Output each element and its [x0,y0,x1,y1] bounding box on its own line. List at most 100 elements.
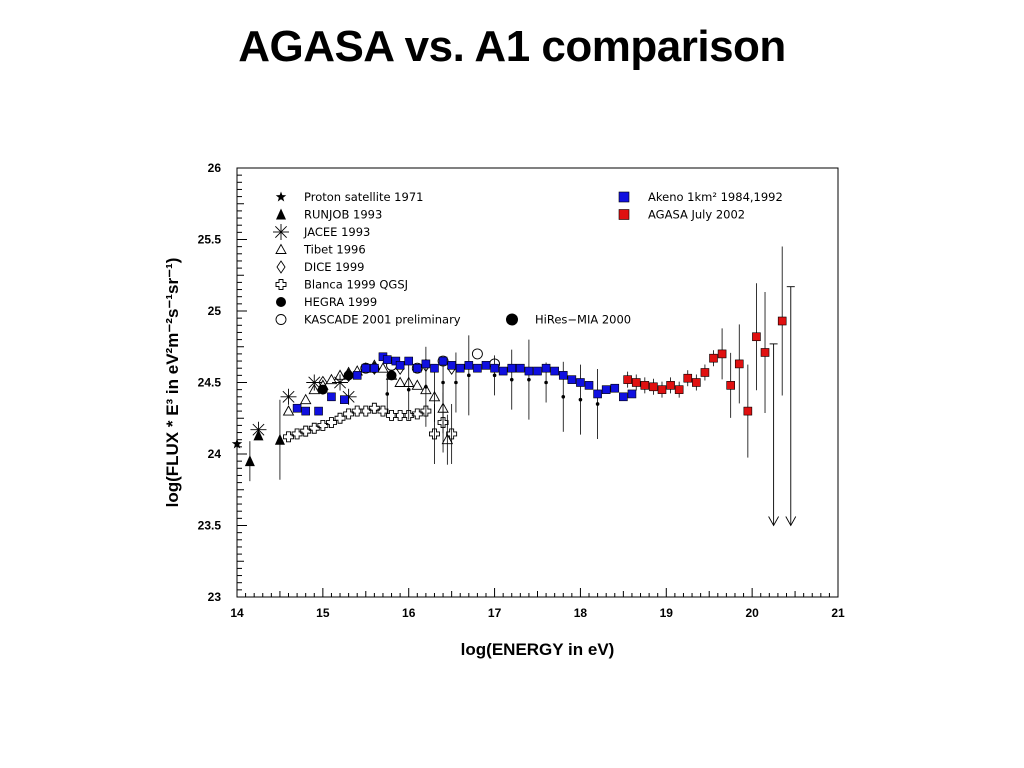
akeno-1km-1984-1992-point [361,363,371,373]
hires-mia-2000-point [595,402,600,406]
x-tick-label: 18 [574,606,588,620]
akeno-1km-1984-1992-point [340,395,349,404]
page-title: AGASA vs. A1 comparison [238,22,786,71]
agasa-july-2002-point [752,332,761,342]
tibet-1996-point [334,369,346,380]
agasa-july-2002-point [760,348,770,357]
legend-marker [276,208,286,220]
y-tick-label: 23 [208,590,222,604]
akeno-1km-1984-1992-point [619,392,628,402]
blanca-1999-qgsj-point [437,417,449,428]
y-tick-label: 24.5 [198,376,222,390]
x-tick-label: 20 [745,606,759,620]
akeno-1km-1984-1992-point [301,406,310,416]
agasa-july-2002-point [700,368,710,377]
hires-mia-2000-point [492,373,497,378]
agasa-july-2002-point [734,359,744,369]
agasa-july-2002-point [692,378,701,387]
hires-mia-2000-point [544,380,548,385]
hegra-1999-point [386,370,397,381]
hegra-1999-point [343,370,354,381]
agasa-july-2002-point [666,381,675,390]
tibet-1996-point [308,383,321,395]
proton-satellite-1971-point [231,438,243,449]
jacee-1993-point [306,374,323,391]
x-tick-label: 17 [488,606,502,620]
akeno-1km-1984-1992-point [455,363,465,373]
akeno-1km-1984-1992-point [507,363,517,373]
akeno-1km-1984-1992-point [447,361,456,370]
tibet-1996-point [282,405,295,416]
y-tick-label: 23.5 [198,519,222,533]
agasa-july-2002-point [743,406,753,416]
legend-label: Tibet 1996 [303,243,366,257]
hires-mia-2000-point [454,380,458,385]
y-tick-label: 26 [208,161,222,175]
akeno-1km-1984-1992-point [498,366,508,376]
y-tick-label: 25 [208,304,222,318]
legend-marker [275,243,287,254]
y-tick-label: 25.5 [198,233,222,247]
blanca-1999-qgsj-point [291,428,303,440]
akeno-1km-1984-1992-point [601,385,611,394]
tibet-1996-point [411,379,424,390]
blanca-1999-qgsj-point [334,412,346,424]
akeno-1km-1984-1992-point [430,363,439,373]
agasa-july-2002-point [683,373,693,383]
x-tick-label: 19 [660,606,674,620]
x-tick-label: 15 [316,606,330,620]
akeno-1km-1984-1992-point [395,361,405,370]
agasa-july-2002-point [674,385,684,394]
akeno-1km-1984-1992-point [610,383,620,393]
legend-label: Blanca 1999 QGSJ [304,278,408,292]
blanca-1999-qgsj-point [420,405,432,417]
legend-label: HEGRA 1999 [304,295,377,309]
legend-marker [276,297,286,307]
upper-limit-arrow [785,516,797,527]
y-tick-label: 24 [208,447,222,461]
agasa-july-2002-point [649,382,658,392]
hires-mia-2000-point [441,380,445,385]
agasa-july-2002-point [709,353,718,363]
hires-mia-2000-point [385,392,390,396]
blanca-1999-qgsj-point [446,428,458,440]
jacee-1993-point [332,374,349,391]
tibet-1996-point [394,376,406,387]
legend-label: Proton satellite 1971 [304,190,423,204]
blanca-1999-qgsj-point [343,408,355,420]
jacee-1993-point [250,421,267,438]
x-axis-label: log(ENERGY in eV) [461,640,615,659]
akeno-1km-1984-1992-point [404,356,414,366]
akeno-1km-1984-1992-point [352,371,362,380]
hires-mia-2000-point [424,384,428,389]
legend-marker [275,191,287,202]
akeno-1km-1984-1992-point [473,363,482,373]
blanca-1999-qgsj-point [386,409,397,421]
hires-mia-2000-point [527,377,531,382]
akeno-1km-1984-1992-point [558,371,568,380]
hires-mia-2000-point [578,397,583,402]
legend-marker [275,279,287,290]
agasa-july-2002-point [631,378,641,387]
legend-label: AGASA July 2002 [648,208,745,222]
agasa-july-2002-point [717,349,727,359]
tibet-1996-point [299,393,312,405]
agasa-july-2002-point [640,381,650,390]
legend-label: DICE 1999 [304,260,364,274]
akeno-1km-1984-1992-point [524,366,534,376]
akeno-1km-1984-1992-point [490,363,499,373]
legend-marker [506,313,518,326]
blanca-1999-qgsj-point [351,405,363,417]
x-tick-label: 16 [402,606,416,620]
legend-label: HiRes−MIA 2000 [535,313,631,327]
upper-limit-arrow [768,516,780,527]
hires-mia-2000-point [509,377,514,382]
akeno-1km-1984-1992-point [541,363,551,373]
akeno-1km-1984-1992-point [292,403,302,413]
tibet-1996-point [325,373,338,385]
legend-marker [276,260,286,274]
legend-label: RUNJOB 1993 [304,208,382,222]
blanca-1999-qgsj-point [411,408,423,420]
akeno-1km-1984-1992-point [576,378,585,387]
kascade-2001-preliminary-point [471,348,483,360]
